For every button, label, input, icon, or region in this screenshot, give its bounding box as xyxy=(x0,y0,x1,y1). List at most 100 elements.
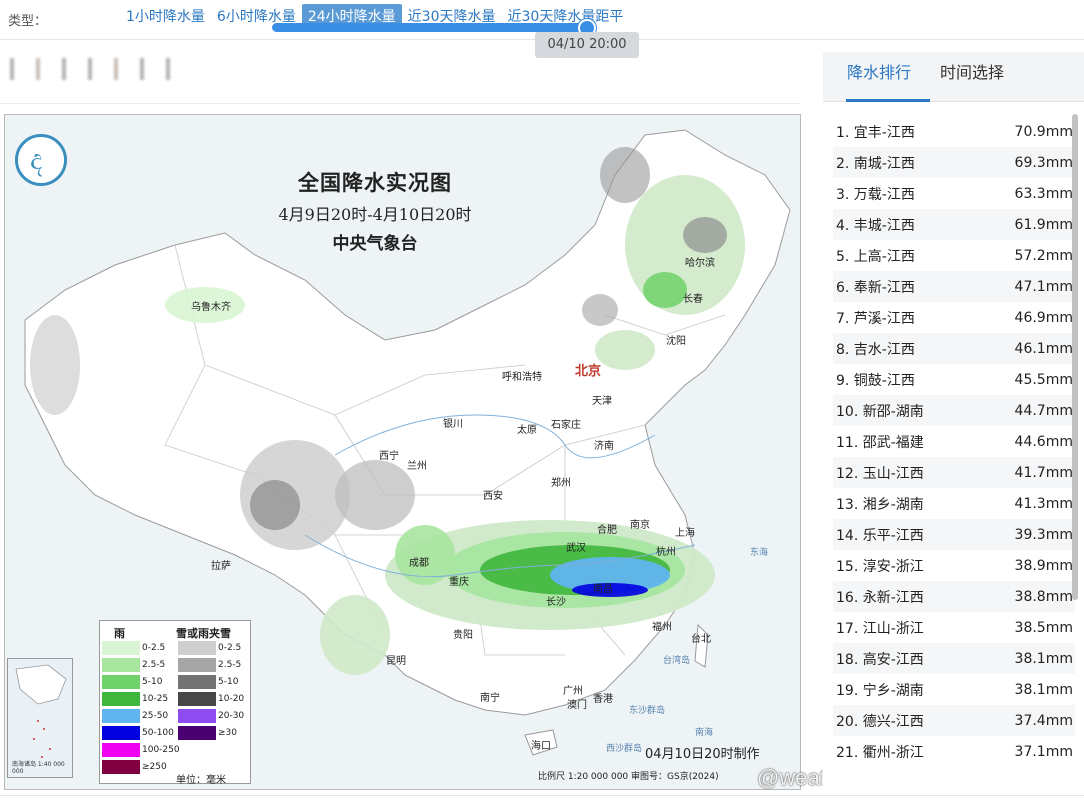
station-name: 7. 芦溪-江西 xyxy=(836,310,915,327)
ranking-row[interactable]: 5. 上高-江西 57.2mm xyxy=(833,240,1075,271)
rivers xyxy=(304,414,696,578)
city-label: 长春 xyxy=(683,294,703,305)
ranking-row[interactable]: 1. 宜丰-江西 70.9mm xyxy=(833,116,1075,147)
ranking-row[interactable]: 20. 德兴-江西 37.4mm xyxy=(833,705,1075,736)
station-name: 18. 高安-江西 xyxy=(836,651,924,668)
precipitation-value: 57.2mm xyxy=(1014,247,1073,264)
precipitation-value: 47.1mm xyxy=(1014,278,1073,295)
legend-swatch xyxy=(178,641,216,655)
legend-row: ≥30 xyxy=(178,726,237,740)
city-label: 拉萨 xyxy=(211,561,231,572)
precipitation-value: 38.5mm xyxy=(1014,619,1073,636)
legend-row: 5-10 xyxy=(178,675,238,689)
legend-swatch xyxy=(178,658,216,672)
precipitation-value: 37.1mm xyxy=(1014,743,1073,760)
ranking-row[interactable]: 7. 芦溪-江西 46.9mm xyxy=(833,302,1075,333)
ranking-row[interactable]: 6. 奉新-江西 47.1mm xyxy=(833,271,1075,302)
ranking-row[interactable]: 3. 万载-江西 63.3mm xyxy=(833,178,1075,209)
station-name: 10. 新邵-湖南 xyxy=(836,403,924,420)
station-name: 15. 淳安-浙江 xyxy=(836,558,924,575)
ranking-row[interactable]: 10. 新邵-湖南 44.7mm xyxy=(833,395,1075,426)
legend-row: 5-10 xyxy=(102,675,162,689)
legend-range: 2.5-5 xyxy=(142,660,166,670)
tab-time-selection[interactable]: 时间选择 xyxy=(940,63,1005,82)
city-label: 哈尔滨 xyxy=(685,258,715,269)
legend-swatch xyxy=(178,726,216,740)
station-name: 1. 宜丰-江西 xyxy=(836,124,915,141)
type-option-30d[interactable]: 近30天降水量 xyxy=(407,9,496,25)
legend-range: 2.5-5 xyxy=(218,660,242,670)
ranking-row[interactable]: 15. 淳安-浙江 38.9mm xyxy=(833,550,1075,581)
legend-swatch xyxy=(102,760,140,774)
ranking-row[interactable]: 11. 邵武-福建 44.6mm xyxy=(833,426,1075,457)
city-label: 乌鲁木齐 xyxy=(191,302,231,313)
city-label: 昆明 xyxy=(386,656,406,667)
station-name: 19. 宁乡-湖南 xyxy=(836,682,924,699)
ranking-row[interactable]: 13. 湘乡-湖南 41.3mm xyxy=(833,488,1075,519)
blurred-mark xyxy=(88,58,92,80)
precipitation-value: 45.5mm xyxy=(1014,371,1073,388)
station-name: 8. 吉水-江西 xyxy=(836,341,915,358)
city-label: 台北 xyxy=(691,634,711,645)
ranking-row[interactable]: 2. 南城-江西 69.3mm xyxy=(833,147,1075,178)
legend-range: 100-250 xyxy=(142,745,180,755)
precipitation-value: 63.3mm xyxy=(1014,185,1073,202)
city-label: 贵阳 xyxy=(453,630,473,641)
ranking-row[interactable]: 14. 乐平-江西 39.3mm xyxy=(833,519,1075,550)
tab-precipitation-ranking[interactable]: 降水排行 xyxy=(846,62,930,102)
legend-swatch xyxy=(178,709,216,723)
type-option-1h[interactable]: 1小时降水量 xyxy=(126,9,205,25)
legend-row: 20-30 xyxy=(178,709,244,723)
legend-snow-title: 雪或雨夹雪 xyxy=(176,627,231,640)
precipitation-value: 39.3mm xyxy=(1014,526,1073,543)
city-label: 福州 xyxy=(652,622,672,633)
time-slider-track[interactable] xyxy=(272,23,588,32)
ranking-row[interactable]: 12. 玉山-江西 41.7mm xyxy=(833,457,1075,488)
ranking-row[interactable]: 17. 江山-浙江 38.5mm xyxy=(833,612,1075,643)
precipitation-value: 41.3mm xyxy=(1014,495,1073,512)
legend-rain-title: 雨 xyxy=(114,627,125,640)
station-name: 11. 邵武-福建 xyxy=(836,434,924,451)
sea-label: 东海 xyxy=(750,548,769,558)
made-time: 04月10日20时制作 xyxy=(645,747,760,762)
ranking-scrollbar[interactable] xyxy=(1072,114,1078,600)
city-label: 南昌 xyxy=(593,584,613,595)
legend-range: 5-10 xyxy=(142,677,163,687)
sea-label: 台湾岛 xyxy=(663,656,691,666)
ranking-row[interactable]: 16. 永新-江西 38.8mm xyxy=(833,581,1075,612)
type-option-6h[interactable]: 6小时降水量 xyxy=(216,9,296,25)
city-label: 石家庄 xyxy=(551,420,581,431)
legend-row: 10-25 xyxy=(102,692,168,706)
precipitation-value: 37.4mm xyxy=(1014,712,1073,729)
ranking-row[interactable]: 18. 高安-江西 38.1mm xyxy=(833,643,1075,674)
precipitation-value: 70.9mm xyxy=(1014,123,1073,140)
city-label: 兰州 xyxy=(407,461,427,472)
legend-row: 10-20 xyxy=(178,692,244,706)
ranking-row[interactable]: 19. 宁乡-湖南 38.1mm xyxy=(833,674,1075,705)
legend-row: 0-2.5 xyxy=(102,641,165,655)
legend-swatch xyxy=(102,641,140,655)
time-strip xyxy=(0,48,800,104)
ranking-row[interactable]: 21. 衢州-浙江 37.1mm xyxy=(833,736,1075,767)
precipitation-value: 41.7mm xyxy=(1014,464,1073,481)
station-name: 6. 奉新-江西 xyxy=(836,279,915,296)
city-label: 南宁 xyxy=(480,693,500,704)
precipitation-value: 46.9mm xyxy=(1014,309,1073,326)
legend-swatch xyxy=(102,692,140,706)
inset-graphic xyxy=(15,664,67,758)
map-legend: 雨 雪或雨夹雪 0-2.5 2.5-5 5-10 10-25 25-50 50-100 10… xyxy=(99,620,251,786)
station-name: 20. 德兴-江西 xyxy=(836,713,924,730)
inset-caption: 南海诸岛 1:40 000 000 xyxy=(12,761,65,775)
legend-swatch xyxy=(102,726,140,740)
city-label: 南京 xyxy=(630,520,650,531)
ranking-row[interactable]: 4. 丰城-江西 61.9mm xyxy=(833,209,1075,240)
blurred-mark xyxy=(10,58,14,80)
city-label: 天津 xyxy=(592,396,612,407)
ranking-row[interactable]: 8. 吉水-江西 46.1mm xyxy=(833,333,1075,364)
city-label: 成都 xyxy=(409,558,429,569)
precipitation-value: 38.1mm xyxy=(1014,681,1073,698)
type-option-30d-anomaly[interactable]: 近30天降水量距平 xyxy=(507,9,624,25)
ranking-row[interactable]: 9. 铜鼓-江西 45.5mm xyxy=(833,364,1075,395)
city-label: 沈阳 xyxy=(666,336,686,347)
precipitation-value: 38.8mm xyxy=(1014,588,1073,605)
